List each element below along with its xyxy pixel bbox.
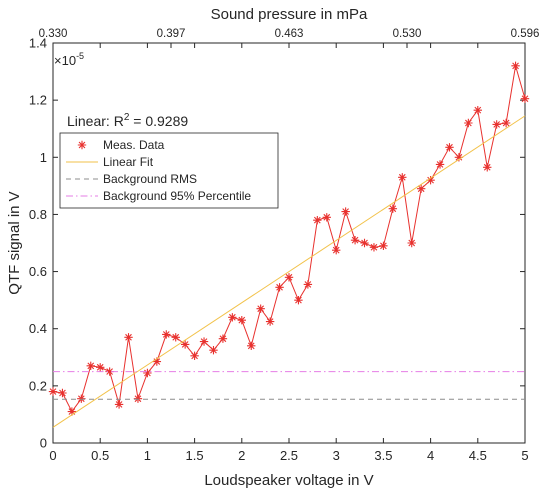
data-point-marker bbox=[426, 175, 435, 185]
data-point-marker bbox=[350, 235, 360, 245]
y-tick-label: 0 bbox=[40, 436, 47, 451]
x-tick-label: 5 bbox=[521, 448, 528, 463]
data-point-marker bbox=[77, 394, 86, 403]
data-point-marker bbox=[388, 204, 398, 213]
data-point-marker bbox=[303, 280, 313, 289]
r-squared-annotation: Linear: R2 = 0.9289 bbox=[67, 112, 188, 129]
y-axis-exponent-label: ×10-5 bbox=[54, 51, 84, 68]
legend-label-linear-fit: Linear Fit bbox=[103, 155, 154, 169]
data-point-marker bbox=[180, 340, 190, 349]
data-point-marker bbox=[473, 105, 482, 115]
data-point-marker bbox=[124, 333, 133, 342]
x-tick-label: 1.5 bbox=[186, 448, 204, 463]
data-point-marker bbox=[209, 345, 218, 355]
data-point-marker bbox=[237, 315, 246, 325]
data-point-marker bbox=[152, 357, 162, 366]
data-point-marker bbox=[275, 283, 284, 292]
x-axis-title: Loudspeaker voltage in V bbox=[204, 472, 373, 489]
data-point-marker bbox=[171, 333, 180, 342]
x-tick-label: 0.5 bbox=[91, 448, 109, 463]
y-tick-label: 0.2 bbox=[29, 378, 47, 393]
data-point-marker bbox=[105, 367, 114, 376]
data-point-marker bbox=[464, 118, 473, 128]
data-point-marker bbox=[313, 215, 322, 225]
data-point-marker bbox=[58, 388, 67, 398]
data-point-marker bbox=[133, 394, 143, 403]
annotation-value: = 0.9289 bbox=[129, 113, 188, 129]
data-point-marker bbox=[265, 317, 275, 326]
x-tick-label: 4 bbox=[427, 448, 434, 463]
top-axis-title: Sound pressure in mPa bbox=[211, 6, 368, 23]
data-point-marker bbox=[48, 387, 58, 396]
data-point-marker bbox=[511, 61, 520, 71]
data-point-marker bbox=[360, 238, 369, 248]
top-tick-label: 0.330 bbox=[39, 28, 68, 40]
legend-marker-meas-data bbox=[77, 140, 87, 150]
legend: Meas. Data Linear Fit Background RMS Backgr… bbox=[59, 132, 279, 209]
data-point-marker bbox=[190, 351, 199, 361]
data-point-marker bbox=[332, 245, 341, 255]
data-point-marker bbox=[86, 361, 95, 371]
data-point-marker bbox=[247, 341, 256, 351]
x-tick-label: 2.5 bbox=[280, 448, 298, 463]
annotation-prefix: Linear: R bbox=[67, 113, 124, 129]
data-point-marker bbox=[369, 243, 379, 252]
data-point-marker bbox=[228, 313, 237, 322]
x-tick-label: 0 bbox=[49, 448, 56, 463]
series-layer bbox=[48, 61, 530, 428]
x-tick-label: 4.5 bbox=[469, 448, 487, 463]
data-point-marker bbox=[501, 118, 511, 128]
data-point-marker bbox=[256, 304, 265, 313]
data-point-marker bbox=[162, 330, 171, 339]
legend-label-background-95-percentile: Background 95% Percentile bbox=[103, 189, 251, 203]
top-tick-label: 0.397 bbox=[157, 28, 186, 40]
data-point-marker bbox=[143, 368, 152, 378]
ticks-layer: 0 0.5 1 1.5 2 2.5 3 3.5 4 4.5 5 0.330 0.397 0.463 0.53… bbox=[29, 28, 539, 463]
y-tick-label: 1.2 bbox=[29, 93, 47, 108]
legend-label-background-rms: Background RMS bbox=[103, 172, 197, 186]
data-point-marker bbox=[435, 160, 445, 169]
data-point-marker bbox=[454, 153, 464, 162]
data-point-marker bbox=[67, 407, 77, 416]
y-tick-label: 0.8 bbox=[29, 207, 47, 222]
plot-frame bbox=[52, 42, 526, 444]
x-tick-label: 2 bbox=[238, 448, 245, 463]
top-tick-label: 0.530 bbox=[393, 28, 422, 40]
data-point-marker bbox=[398, 173, 407, 182]
x-tick-label: 3 bbox=[333, 448, 340, 463]
top-tick-label: 0.596 bbox=[511, 28, 540, 40]
data-point-marker bbox=[199, 337, 209, 346]
data-point-marker bbox=[96, 363, 105, 372]
data-point-marker bbox=[322, 213, 331, 222]
data-point-marker bbox=[284, 273, 294, 282]
y-exponent-base: ×10 bbox=[54, 53, 76, 68]
data-point-marker bbox=[341, 207, 350, 216]
data-point-marker bbox=[483, 163, 492, 172]
y-tick-label: 1 bbox=[40, 150, 47, 165]
x-tick-label: 3.5 bbox=[374, 448, 392, 463]
series-linear-fit-line bbox=[52, 115, 526, 428]
y-exponent-power: -5 bbox=[76, 51, 84, 61]
data-point-marker bbox=[114, 400, 124, 409]
data-point-marker bbox=[407, 238, 416, 248]
y-tick-label: 0.4 bbox=[29, 321, 47, 336]
data-point-marker bbox=[416, 184, 426, 193]
data-point-marker bbox=[218, 334, 228, 343]
data-point-marker bbox=[294, 295, 303, 305]
legend-label-meas-data: Meas. Data bbox=[103, 138, 165, 152]
annotation-superscript: 2 bbox=[124, 112, 130, 123]
y-tick-label: 0.6 bbox=[29, 264, 47, 279]
data-point-marker bbox=[445, 143, 454, 152]
data-point-marker bbox=[492, 120, 501, 129]
y-tick-label: 1.4 bbox=[29, 36, 47, 51]
x-tick-label: 1 bbox=[144, 448, 151, 463]
data-point-marker bbox=[520, 94, 530, 103]
top-tick-label: 0.463 bbox=[275, 28, 304, 40]
data-point-marker bbox=[379, 241, 388, 251]
y-axis-title: QTF signal in V bbox=[6, 191, 23, 294]
